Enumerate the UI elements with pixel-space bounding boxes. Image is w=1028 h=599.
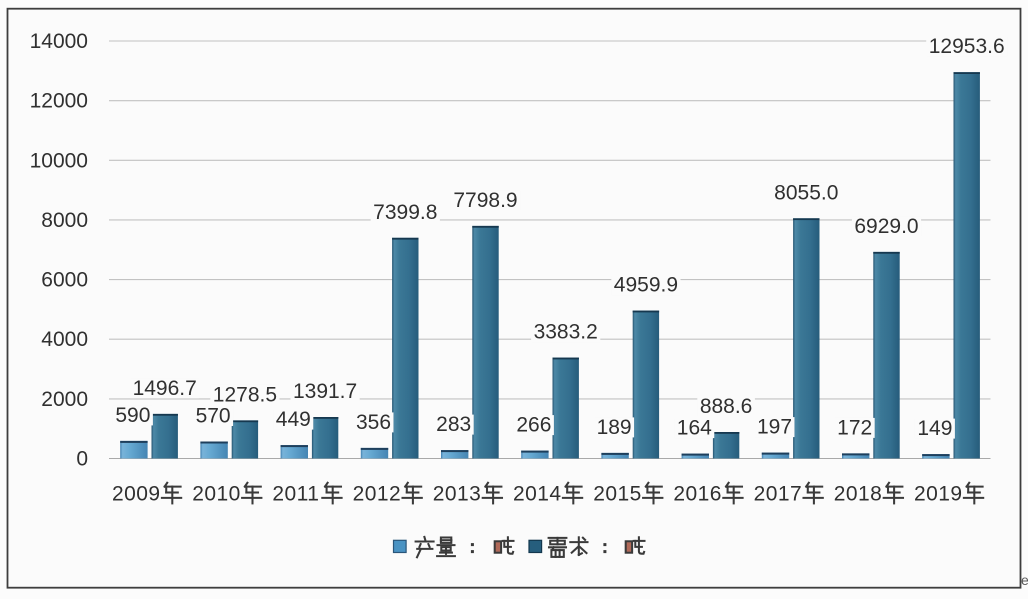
svg-text:1496.7: 1496.7: [133, 377, 197, 400]
svg-text:356: 356: [356, 411, 391, 434]
svg-text:2012: 2012: [353, 483, 402, 506]
svg-text:2018: 2018: [834, 483, 883, 506]
svg-text:164: 164: [677, 417, 712, 440]
svg-text:12953.6: 12953.6: [929, 35, 1005, 58]
svg-text:172: 172: [837, 416, 872, 439]
svg-text:197: 197: [757, 416, 792, 439]
svg-text:7399.8: 7399.8: [373, 201, 437, 224]
svg-text:e: e: [1021, 572, 1028, 588]
svg-text:4000: 4000: [41, 328, 88, 351]
svg-text:449: 449: [276, 408, 311, 431]
svg-text:3383.2: 3383.2: [534, 321, 598, 344]
svg-text:888.6: 888.6: [700, 395, 753, 418]
svg-text:2009: 2009: [112, 483, 161, 506]
svg-text:8055.0: 8055.0: [774, 181, 838, 204]
svg-text:2019: 2019: [914, 483, 963, 506]
svg-text:266: 266: [516, 414, 551, 437]
svg-text:283: 283: [436, 413, 471, 436]
svg-text:2014: 2014: [513, 483, 562, 506]
svg-text:2013: 2013: [433, 483, 482, 506]
svg-text:1391.7: 1391.7: [293, 380, 357, 403]
svg-text:4959.9: 4959.9: [614, 274, 678, 297]
svg-text:2000: 2000: [41, 388, 88, 411]
svg-text:2010: 2010: [192, 483, 241, 506]
svg-text:10000: 10000: [30, 149, 88, 172]
svg-text:8000: 8000: [41, 209, 88, 232]
svg-text:189: 189: [597, 416, 632, 439]
svg-text:2017: 2017: [754, 483, 803, 506]
svg-text:12000: 12000: [30, 90, 88, 113]
svg-text:570: 570: [196, 405, 231, 428]
svg-text:7798.9: 7798.9: [453, 189, 517, 212]
svg-text:1278.5: 1278.5: [213, 383, 277, 406]
svg-text:2016: 2016: [673, 483, 722, 506]
svg-text:2015: 2015: [593, 483, 642, 506]
svg-text:149: 149: [917, 417, 952, 440]
svg-text:6000: 6000: [41, 269, 88, 292]
svg-text:14000: 14000: [30, 30, 88, 53]
svg-text:2011: 2011: [272, 483, 319, 506]
svg-text:6929.0: 6929.0: [854, 215, 918, 238]
svg-text:0: 0: [76, 448, 88, 471]
svg-text:590: 590: [115, 404, 150, 427]
